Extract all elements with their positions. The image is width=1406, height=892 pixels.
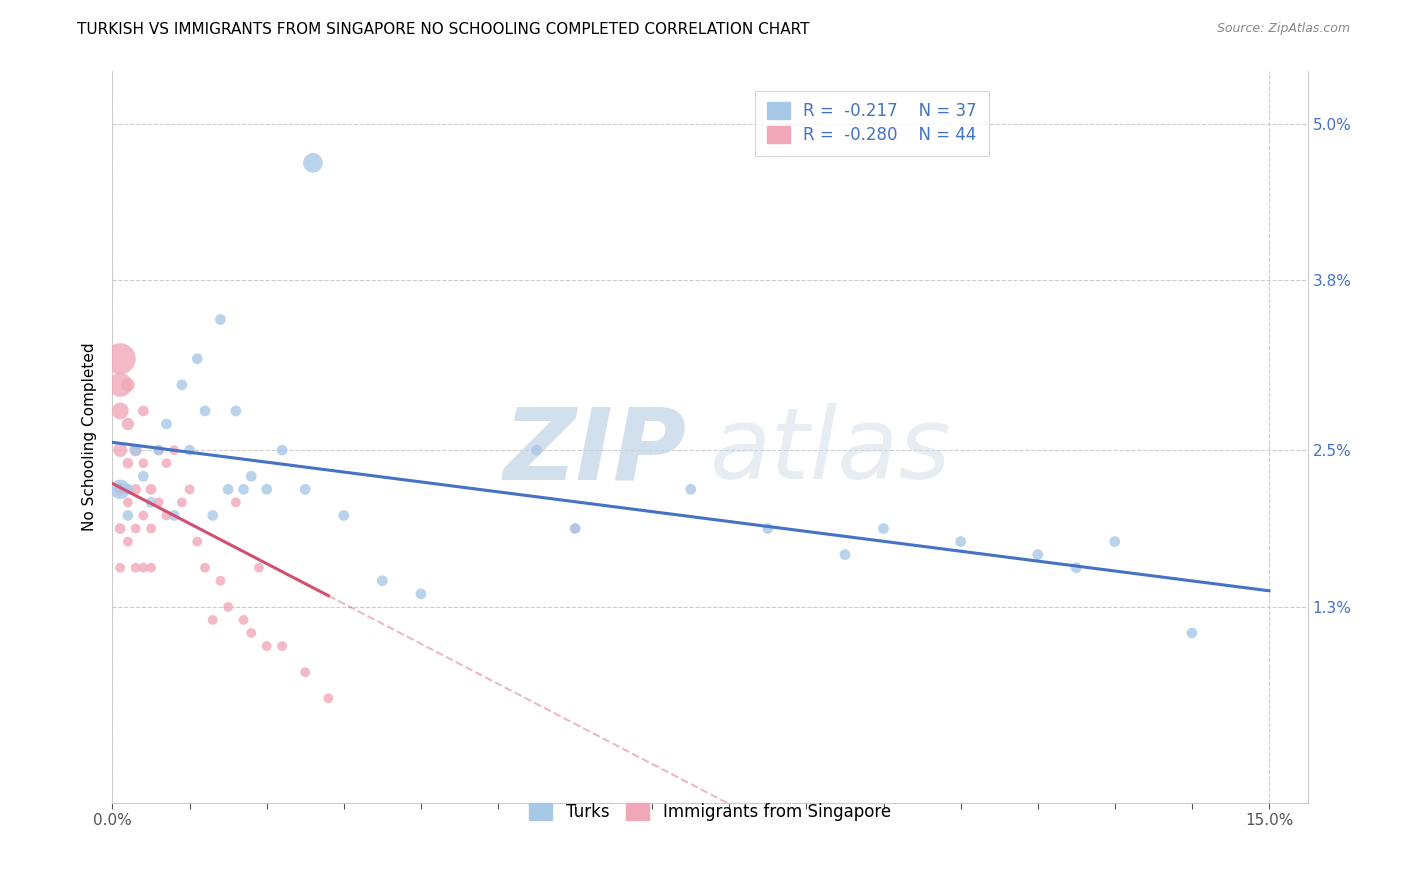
Point [170, 495, 193, 509]
Point [179, 443, 201, 458]
Point [108, 483, 131, 497]
Point [209, 574, 232, 588]
Point [108, 521, 131, 535]
Point [117, 508, 139, 523]
Text: Source: ZipAtlas.com: Source: ZipAtlas.com [1216, 22, 1350, 36]
Point [155, 456, 177, 470]
Point [217, 483, 239, 497]
Point [124, 560, 146, 574]
Text: TURKISH VS IMMIGRANTS FROM SINGAPORE NO SCHOOLING COMPLETED CORRELATION CHART: TURKISH VS IMMIGRANTS FROM SINGAPORE NO … [77, 22, 810, 37]
Point [564, 521, 586, 535]
Point [240, 626, 263, 640]
Point [225, 404, 247, 418]
Point [124, 443, 146, 458]
Point [409, 587, 432, 601]
Point [179, 483, 201, 497]
Point [1181, 626, 1204, 640]
Point [302, 155, 325, 169]
Point [117, 417, 139, 431]
Point [155, 508, 177, 523]
Point [240, 469, 263, 483]
Point [1064, 560, 1087, 574]
Point [186, 534, 208, 549]
Legend: Turks, Immigrants from Singapore: Turks, Immigrants from Singapore [519, 793, 901, 831]
Point [756, 521, 779, 535]
Point [232, 483, 254, 497]
Point [124, 521, 146, 535]
Point [117, 495, 139, 509]
Point [170, 377, 193, 392]
Point [225, 495, 247, 509]
Point [163, 508, 186, 523]
Point [108, 483, 131, 497]
Point [139, 495, 162, 509]
Point [132, 469, 155, 483]
Point [271, 639, 294, 653]
Point [186, 351, 208, 366]
Point [124, 483, 146, 497]
Text: ZIP: ZIP [503, 403, 686, 500]
Point [318, 691, 340, 706]
Point [139, 483, 162, 497]
Point [132, 560, 155, 574]
Point [201, 508, 224, 523]
Point [155, 417, 177, 431]
Point [271, 443, 294, 458]
Point [834, 548, 856, 562]
Y-axis label: No Schooling Completed: No Schooling Completed [82, 343, 97, 532]
Text: atlas: atlas [710, 403, 952, 500]
Point [117, 456, 139, 470]
Point [256, 639, 278, 653]
Point [294, 665, 316, 680]
Point [117, 534, 139, 549]
Point [108, 560, 131, 574]
Point [564, 521, 586, 535]
Point [217, 599, 239, 614]
Point [148, 495, 170, 509]
Point [163, 443, 186, 458]
Point [108, 443, 131, 458]
Point [132, 508, 155, 523]
Point [949, 534, 972, 549]
Point [148, 443, 170, 458]
Point [139, 521, 162, 535]
Point [371, 574, 394, 588]
Point [194, 404, 217, 418]
Point [872, 521, 894, 535]
Point [247, 560, 270, 574]
Point [1026, 548, 1049, 562]
Point [139, 560, 162, 574]
Point [194, 560, 217, 574]
Point [679, 483, 702, 497]
Point [294, 483, 316, 497]
Point [132, 404, 155, 418]
Point [108, 377, 131, 392]
Point [124, 443, 146, 458]
Point [201, 613, 224, 627]
Point [1104, 534, 1126, 549]
Point [209, 312, 232, 326]
Point [333, 508, 356, 523]
Point [148, 443, 170, 458]
Point [117, 377, 139, 392]
Point [108, 351, 131, 366]
Point [117, 483, 139, 497]
Point [232, 613, 254, 627]
Point [108, 404, 131, 418]
Point [256, 483, 278, 497]
Point [526, 443, 548, 458]
Point [132, 456, 155, 470]
